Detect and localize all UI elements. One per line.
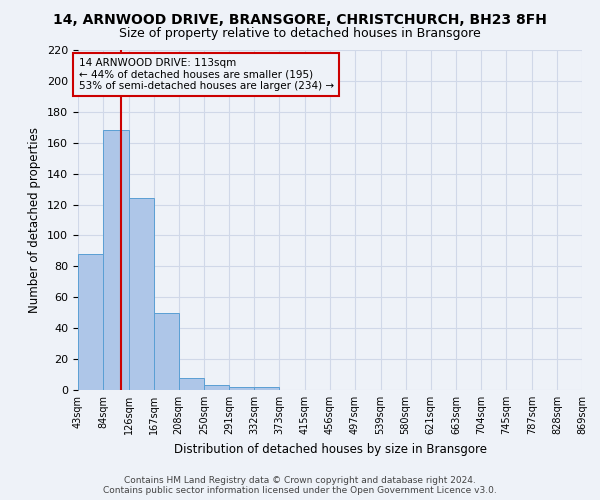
Bar [254, 387, 280, 390]
Text: Size of property relative to detached houses in Bransgore: Size of property relative to detached ho… [119, 28, 481, 40]
X-axis label: Distribution of detached houses by size in Bransgore: Distribution of detached houses by size … [173, 442, 487, 456]
Text: Contains HM Land Registry data © Crown copyright and database right 2024.
Contai: Contains HM Land Registry data © Crown c… [103, 476, 497, 495]
Bar [78, 254, 103, 390]
Bar [205, 386, 229, 390]
Bar [128, 198, 154, 390]
Bar [103, 130, 128, 390]
Bar [179, 378, 205, 390]
Text: 14 ARNWOOD DRIVE: 113sqm
← 44% of detached houses are smaller (195)
53% of semi-: 14 ARNWOOD DRIVE: 113sqm ← 44% of detach… [79, 58, 334, 91]
Bar [229, 387, 254, 390]
Y-axis label: Number of detached properties: Number of detached properties [28, 127, 41, 313]
Bar [154, 312, 179, 390]
Text: 14, ARNWOOD DRIVE, BRANSGORE, CHRISTCHURCH, BH23 8FH: 14, ARNWOOD DRIVE, BRANSGORE, CHRISTCHUR… [53, 12, 547, 26]
